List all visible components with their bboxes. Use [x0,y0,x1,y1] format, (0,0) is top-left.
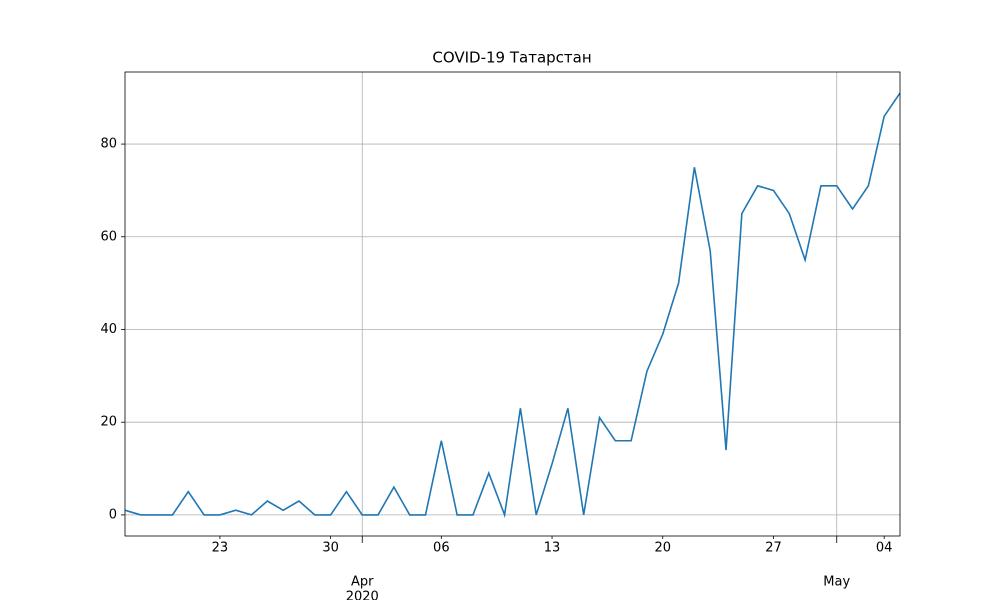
y-tick-label: 20 [100,415,117,430]
x-tick-label: 13 [544,541,561,556]
y-tick-label: 80 [100,137,117,152]
data-line [124,92,901,519]
y-tick-label: 40 [100,322,117,337]
x-year-label: 2020 [346,590,379,600]
plot-frame [124,71,901,537]
x-tick-label: 27 [765,541,782,556]
x-major-label: Apr [351,575,374,590]
x-tick-label: 30 [322,541,339,556]
x-tick-label: 23 [212,541,229,556]
x-tick-label: 06 [433,541,450,556]
chart-title: COVID-19 Татарстан [432,49,591,67]
x-tick-label: 20 [654,541,671,556]
y-tick-label: 0 [109,507,117,522]
y-tick-label: 60 [100,229,117,244]
x-tick-label: 04 [876,541,893,556]
x-major-label: May [823,575,850,590]
